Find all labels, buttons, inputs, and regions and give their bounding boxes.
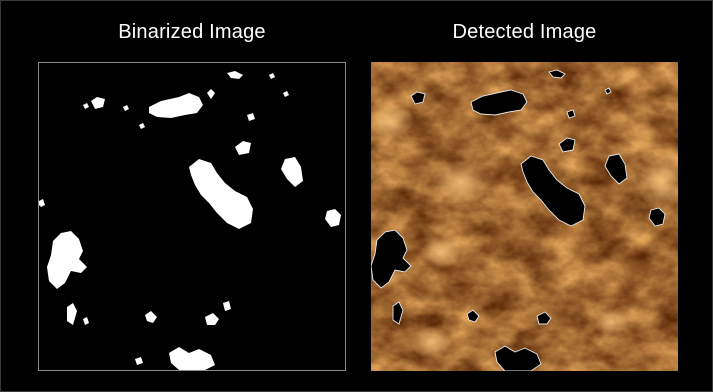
- detected-region: [536, 311, 552, 325]
- mask-region: [207, 89, 215, 99]
- detected-region: [648, 207, 666, 227]
- mask-region: [91, 97, 105, 109]
- binarized-image-title: Binarized Image: [118, 21, 266, 43]
- binarized-mask: [39, 71, 341, 370]
- mask-region: [247, 113, 255, 121]
- detected-region: [520, 155, 586, 227]
- detected-region: [604, 87, 612, 95]
- detected-region: [604, 153, 628, 185]
- mask-region: [325, 209, 341, 227]
- bright-patches: [371, 104, 678, 358]
- mask-region: [235, 141, 251, 155]
- binarized-image-panel: [38, 62, 346, 371]
- mask-region: [227, 71, 243, 79]
- mask-region: [281, 157, 303, 187]
- mask-region: [47, 231, 87, 289]
- mask-region: [269, 73, 275, 79]
- detected-contours: [371, 69, 666, 371]
- mask-region: [139, 123, 145, 129]
- detected-region: [470, 89, 528, 116]
- detected-region: [371, 229, 412, 289]
- detected-region: [466, 309, 480, 323]
- mask-region: [83, 103, 89, 109]
- mask-region: [39, 199, 45, 207]
- mask-region: [145, 311, 157, 323]
- detected-region: [558, 137, 576, 153]
- mask-region: [83, 317, 89, 325]
- solar-texture: [371, 62, 678, 371]
- mask-region: [223, 301, 231, 311]
- mask-region: [149, 93, 203, 118]
- mask-region: [205, 313, 219, 325]
- detected-region: [548, 69, 566, 79]
- mask-region: [169, 347, 215, 370]
- mask-region: [283, 91, 289, 97]
- mask-region: [67, 303, 77, 325]
- detected-region: [566, 109, 576, 119]
- detected-image-panel: [371, 62, 678, 371]
- mask-regions: [39, 71, 341, 370]
- mask-region: [123, 105, 129, 111]
- mask-region: [189, 159, 253, 229]
- detected-region: [494, 345, 542, 371]
- detected-region: [410, 91, 426, 105]
- mask-region: [135, 357, 143, 365]
- detected-image: [371, 62, 678, 371]
- detected-image-title: Detected Image: [452, 21, 597, 43]
- detected-region: [392, 301, 404, 325]
